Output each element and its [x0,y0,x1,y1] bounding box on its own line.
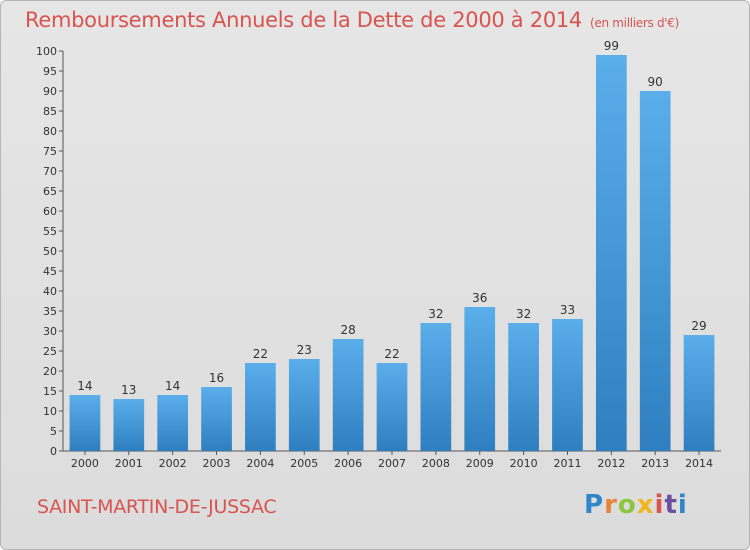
value-label-2006: 28 [340,323,355,337]
bar-2003 [201,387,232,451]
y-tick-label: 5 [50,425,57,438]
y-tick-label: 70 [43,165,57,178]
y-tick-label: 30 [43,325,57,338]
bar-2004 [245,363,276,451]
bar-2009 [464,307,496,451]
x-tick-label-2005: 2005 [290,457,318,470]
y-tick-label: 15 [43,385,57,398]
y-tick-label: 50 [43,245,57,258]
y-tick-label: 100 [36,45,57,58]
y-tick-label: 65 [43,185,57,198]
bar-2013 [639,91,671,451]
chart-unit: (en milliers d'€) [590,16,680,30]
x-tick-label-2013: 2013 [641,457,669,470]
bar-2011 [552,319,583,451]
x-tick-label-2006: 2006 [334,457,362,470]
x-tick-label-2000: 2000 [71,457,99,470]
y-tick-label: 85 [43,105,57,118]
y-tick-label: 75 [43,145,57,158]
y-tick-label: 25 [43,345,57,358]
x-tick-label-2001: 2001 [115,457,143,470]
chart-title-text: Remboursements Annuels de la Dette de 20… [25,8,582,32]
y-tick-label: 20 [43,365,57,378]
bar-2002 [157,395,189,451]
bar-2010 [508,323,539,451]
commune-name: SAINT-MARTIN-DE-JUSSAC [37,496,277,518]
x-tick-label-2008: 2008 [422,457,450,470]
y-tick-label: 35 [43,305,57,318]
value-label-2003: 16 [209,371,224,385]
bar-2001 [113,399,145,451]
x-tick-label-2003: 2003 [203,457,231,470]
bar-2014 [683,335,715,451]
y-tick-label: 90 [43,85,57,98]
chart-axes: 0 5 10 15 20 25 30 35 40 45 50 55 60 65 70 75 80 85 90 95 10… [36,45,721,470]
value-label-2001: 13 [121,383,136,397]
value-label-2013: 90 [648,75,663,89]
value-label-2012: 99 [604,39,619,53]
bar-2008 [420,323,452,451]
y-tick-label: 40 [43,285,57,298]
x-tick-label-2010: 2010 [510,457,538,470]
proxiti-logo: Proxiti [584,490,688,520]
bar-2012 [595,55,627,451]
x-tick-label-2014: 2014 [685,457,713,470]
bar-2000 [69,395,101,451]
value-label-2011: 33 [560,303,575,317]
value-label-2008: 32 [428,307,443,321]
x-tick-label-2002: 2002 [159,457,187,470]
value-label-2004: 22 [253,347,268,361]
value-label-2005: 23 [297,343,312,357]
bar-2007 [376,363,408,451]
value-label-2009: 36 [472,291,487,305]
y-tick-label: 80 [43,125,57,138]
chart-bars: 14 13 14 16 22 23 28 22 32 36 32 33 99 90 29 [69,39,715,451]
x-tick-label-2004: 2004 [246,457,274,470]
y-tick-label: 55 [43,225,57,238]
chart-title: Remboursements Annuels de la Dette de 20… [25,8,679,32]
value-label-2000: 14 [77,379,92,393]
y-tick-label: 10 [43,405,57,418]
value-label-2014: 29 [691,319,706,333]
y-tick-label: 45 [43,265,57,278]
x-tick-label-2012: 2012 [597,457,625,470]
bar-2005 [288,359,320,451]
y-tick-label: 95 [43,65,57,78]
x-tick-label-2007: 2007 [378,457,406,470]
bar-2006 [332,339,364,451]
value-label-2002: 14 [165,379,180,393]
x-tick-label-2011: 2011 [553,457,581,470]
x-tick-label-2009: 2009 [466,457,494,470]
y-tick-label: 0 [50,445,57,458]
value-label-2010: 32 [516,307,531,321]
value-label-2007: 22 [384,347,399,361]
y-tick-label: 60 [43,205,57,218]
